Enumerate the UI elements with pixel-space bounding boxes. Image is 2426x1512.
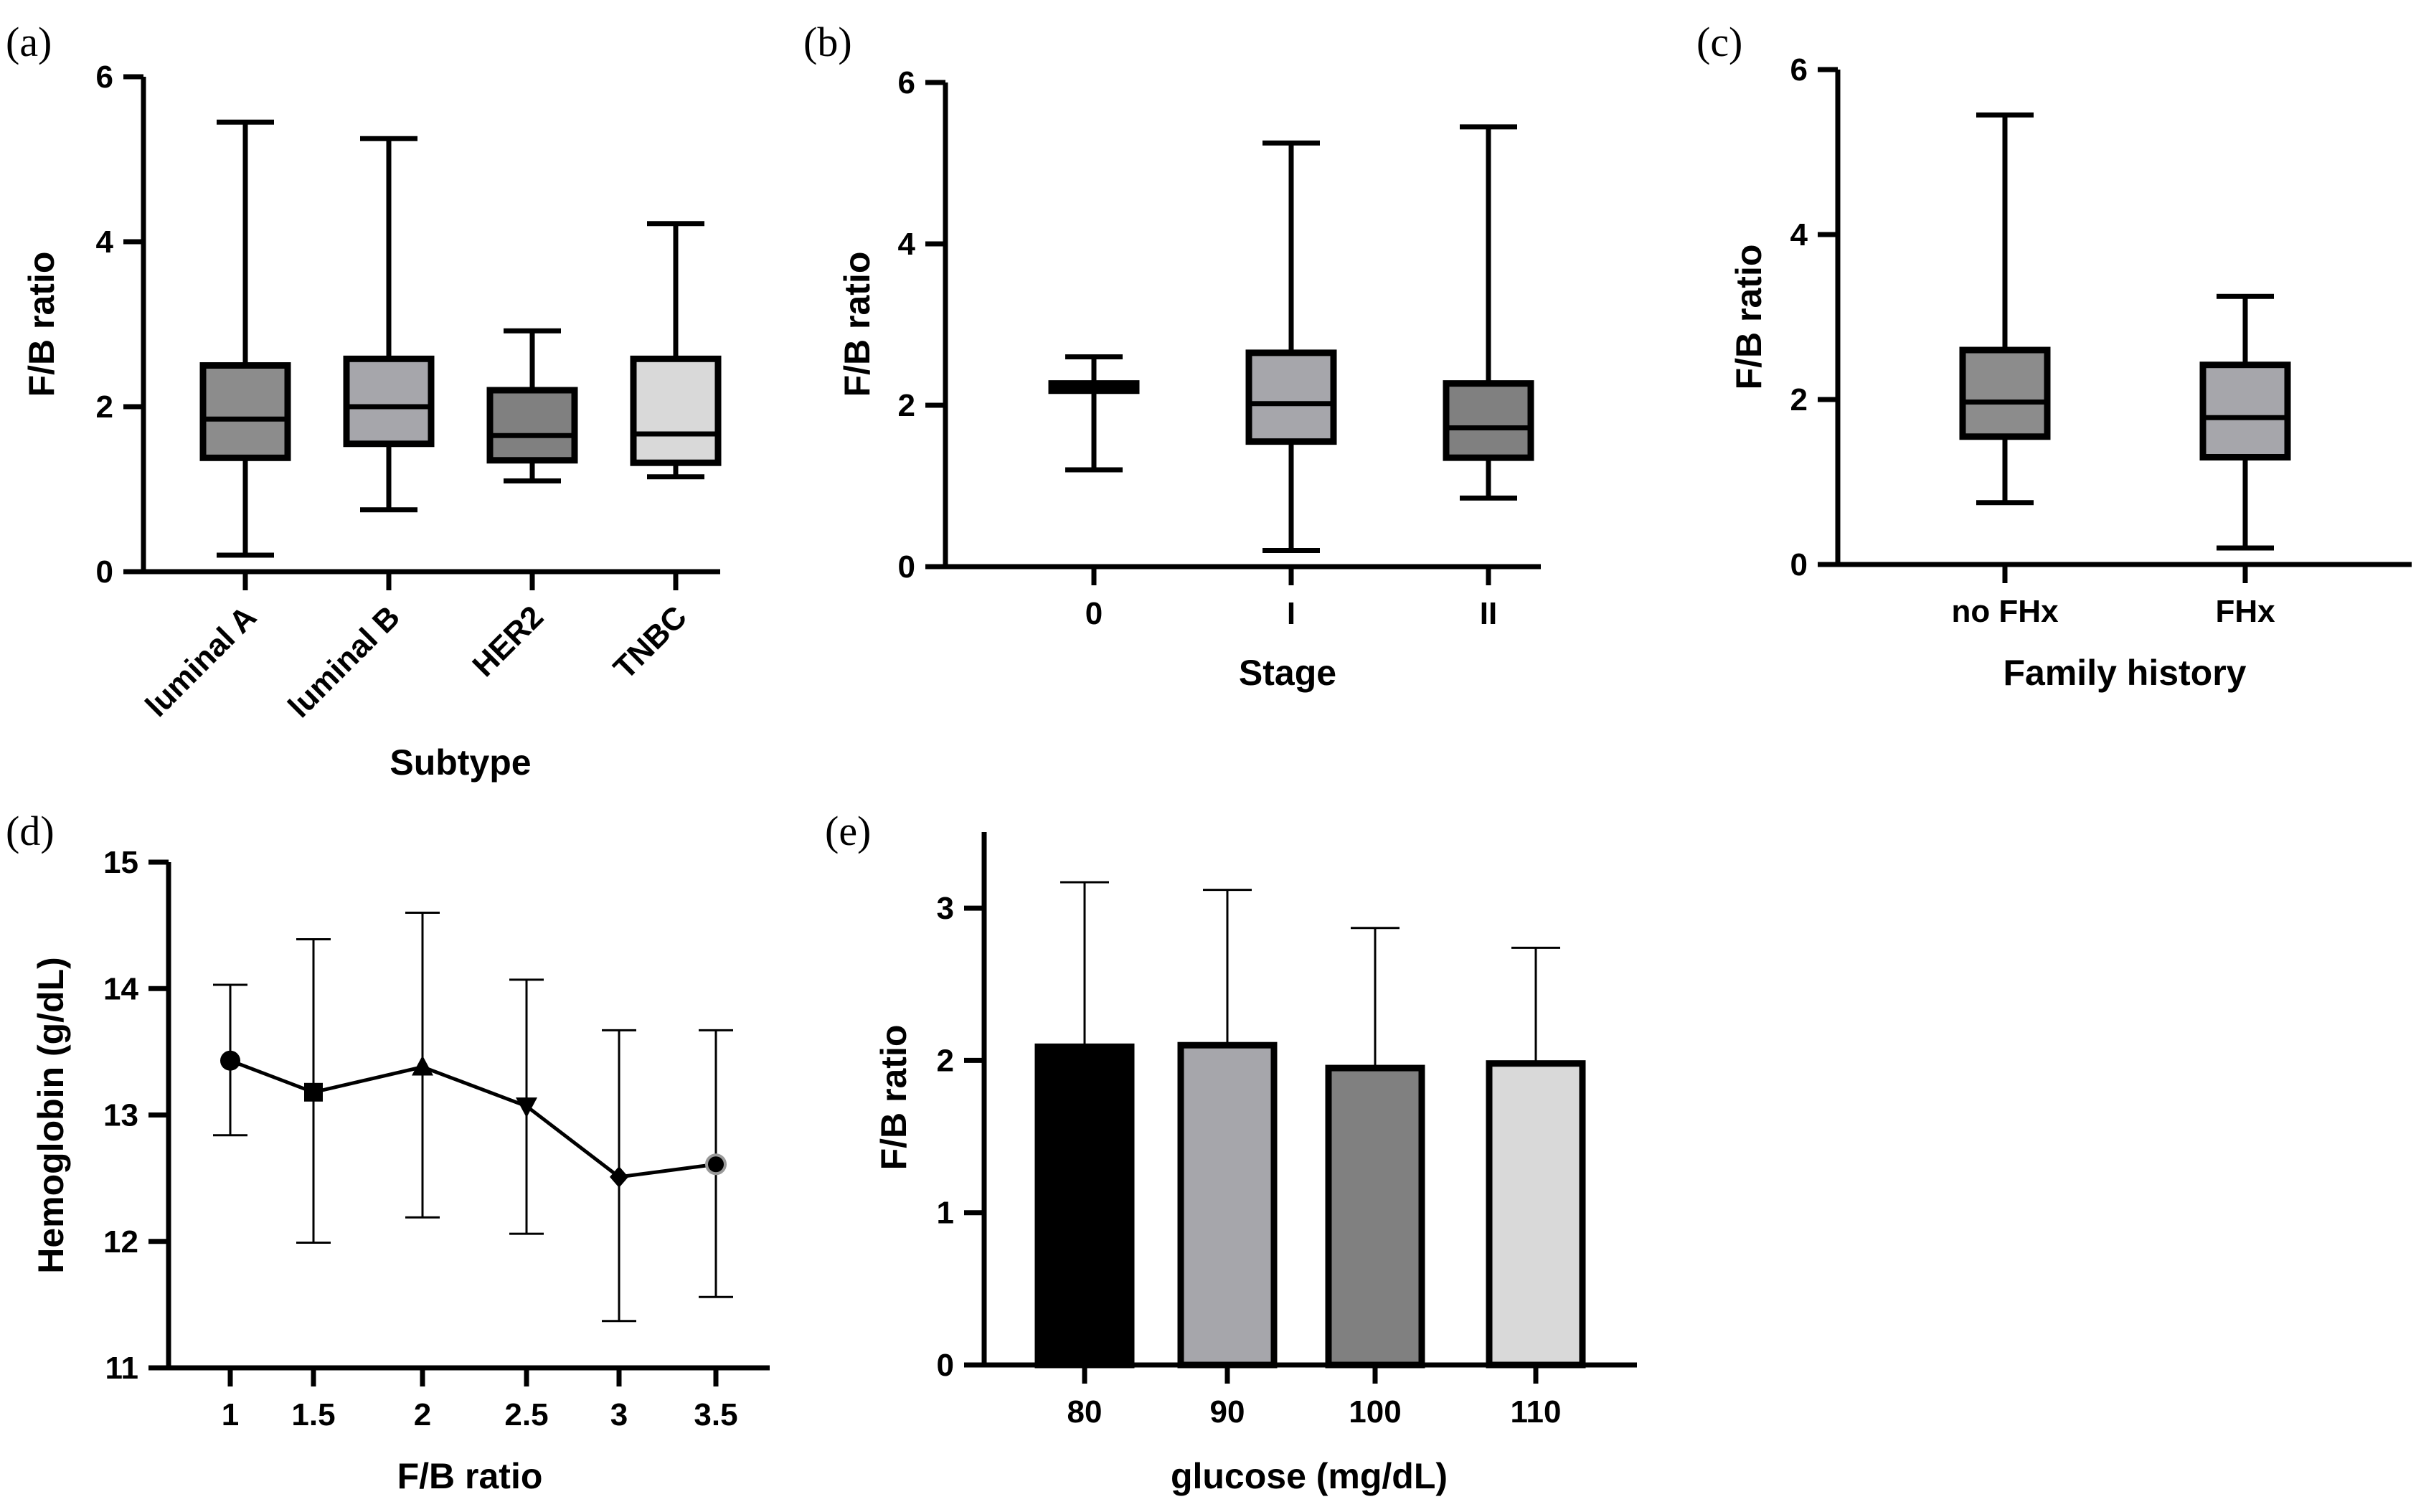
panel-e-marks	[1034, 881, 1586, 1369]
panel-e-xtick-label-1: 90	[1210, 1394, 1245, 1430]
panel-a-marks	[199, 119, 722, 558]
panel-a-ylabel: F/B ratio	[22, 252, 62, 397]
panel-a-ytick-label-1: 2	[96, 389, 113, 425]
panel-d-axes	[166, 862, 770, 1371]
panel-e-ytick-label-3: 3	[937, 891, 954, 926]
panel-d-marks	[213, 912, 733, 1323]
panel-b-ytick-label-1: 2	[898, 388, 915, 423]
panel-b-ytick-label-0: 0	[898, 549, 915, 585]
panel-b-xtick-label-0: 0	[1085, 596, 1103, 631]
panel-c-axes	[1835, 70, 2412, 567]
panel-a-yticks: 0 2 4 6	[96, 60, 143, 590]
panel-d-ytick-label-0: 11	[105, 1351, 138, 1386]
panel-d-ytick-label-1: 12	[103, 1224, 138, 1260]
panel-e-ytick-label-1: 1	[937, 1196, 954, 1231]
panel-d-xtick-label-4: 3	[610, 1397, 628, 1432]
panel-c-ylabel: F/B ratio	[1729, 245, 1769, 390]
panel-d-xlabel: F/B ratio	[397, 1456, 543, 1496]
panel-a-ytick-label-2: 4	[96, 225, 114, 260]
panel-d-series-line	[230, 1059, 717, 1179]
point-d-2	[412, 1055, 433, 1076]
panel-b-axes	[943, 82, 1541, 570]
panel-c-ytick-label-1: 2	[1790, 382, 1808, 417]
panel-a-ytick-label-0: 0	[96, 554, 113, 590]
panel-d-ytick-label-3: 14	[103, 971, 138, 1006]
panel-d-xtick-label-2: 2	[414, 1397, 431, 1432]
panel-c-xtick-label-0: no FHx	[1951, 594, 2059, 629]
box-a-1	[343, 355, 435, 448]
panel-e-xtick-label-0: 80	[1067, 1394, 1103, 1430]
panel-d-xtick-label-3: 2.5	[504, 1397, 548, 1432]
bar-e-2	[1325, 1064, 1425, 1369]
panel-d-ytick-label-4: 15	[103, 845, 138, 880]
panel-e-xtick-label-3: 110	[1511, 1394, 1562, 1430]
panel-a-xtick-label-3: TNBC	[607, 599, 694, 686]
bar-e-3	[1486, 1060, 1586, 1369]
panel-a-xlabel: Subtype	[390, 742, 531, 783]
panel-label-b: (b)	[803, 19, 852, 65]
panel-label-e: (e)	[825, 808, 871, 854]
panel-e-ytick-label-2: 2	[937, 1043, 954, 1078]
panel-c-xticks: no FHx FHx	[1951, 564, 2275, 629]
bar-e-1	[1177, 1041, 1278, 1369]
panel-c-ytick-label-0: 0	[1790, 547, 1808, 582]
point-d-5	[705, 1153, 727, 1176]
box-a-0	[199, 362, 291, 461]
panel-label-d: (d)	[6, 808, 55, 854]
panel-a-xtick-label-0: luminal A	[139, 599, 264, 724]
panel-e-ytick-label-0: 0	[937, 1348, 954, 1383]
panel-b-marks	[1048, 124, 1534, 553]
box-c-1	[2199, 362, 2291, 461]
panel-b-ytick-label-3: 6	[898, 65, 915, 100]
panel-c-yticks: 0 2 4 6	[1790, 52, 1838, 582]
panel-label-c: (c)	[1696, 19, 1742, 65]
panel-a-ytick-label-3: 6	[96, 60, 113, 95]
panel-e-glucose-bar: (e) F/B ratio glucose (mg/dL) 0 1 2 3 80 90 1…	[825, 808, 1637, 1496]
panel-a-axes	[141, 77, 720, 575]
bar-e-0	[1034, 1043, 1135, 1369]
panel-c-xtick-label-1: FHx	[2215, 594, 2275, 629]
box-b-2	[1443, 380, 1534, 461]
panel-c-family-history-boxplot: (c) F/B ratio Family history 0 2 4 6 no FHx…	[1696, 19, 2412, 693]
panel-b-xtick-label-2: II	[1480, 596, 1497, 631]
point-d-1	[304, 1082, 323, 1102]
panel-d-hemoglobin-line: (d) Hemoglobin (g/dL) F/B ratio 11121314…	[6, 808, 770, 1496]
box-c-0	[1959, 346, 2051, 440]
panel-d-xticks: 1 1.5 2 2.5 3 3.5	[222, 1368, 738, 1432]
panel-d-xtick-label-1: 1.5	[291, 1397, 335, 1432]
panel-c-xlabel: Family history	[2003, 653, 2247, 693]
panel-d-xtick-label-0: 1	[222, 1397, 239, 1432]
panel-a-xtick-label-2: HER2	[466, 599, 550, 684]
panel-d-ylabel: Hemoglobin (g/dL)	[31, 957, 71, 1274]
panel-d-xtick-label-5: 3.5	[694, 1397, 737, 1432]
point-d-3	[516, 1097, 537, 1118]
panel-b-xlabel: Stage	[1239, 653, 1336, 693]
point-d-0	[220, 1050, 240, 1071]
panel-d-ytick-label-2: 13	[103, 1098, 138, 1133]
panel-c-marks	[1959, 112, 2291, 551]
panel-c-ytick-label-3: 6	[1790, 52, 1808, 88]
box-b-1	[1245, 349, 1337, 445]
panel-a-xtick-label-1: luminal B	[281, 599, 407, 724]
panel-b-ylabel: F/B ratio	[837, 252, 877, 397]
panel-b-ytick-label-2: 4	[898, 227, 916, 262]
panel-b-xtick-label-1: I	[1287, 596, 1295, 631]
panel-c-ytick-label-2: 4	[1790, 217, 1808, 252]
panel-e-xtick-label-2: 100	[1349, 1394, 1401, 1430]
panel-e-xticks: 80 90 100 110	[1067, 1365, 1562, 1430]
panel-d-yticks: 11 12 13 14 15	[103, 845, 169, 1386]
panel-label-a: (a)	[6, 19, 52, 65]
box-a-3	[630, 355, 722, 466]
box-a-2	[486, 387, 578, 464]
panel-e-xlabel: glucose (mg/dL)	[1171, 1456, 1448, 1496]
point-d-4	[610, 1166, 628, 1188]
panel-e-yticks: 0 1 2 3	[937, 891, 984, 1383]
panel-e-ylabel: F/B ratio	[874, 1025, 914, 1171]
panel-b-xticks: 0 I II	[1085, 567, 1497, 631]
panel-b-yticks: 0 2 4 6	[898, 65, 945, 585]
